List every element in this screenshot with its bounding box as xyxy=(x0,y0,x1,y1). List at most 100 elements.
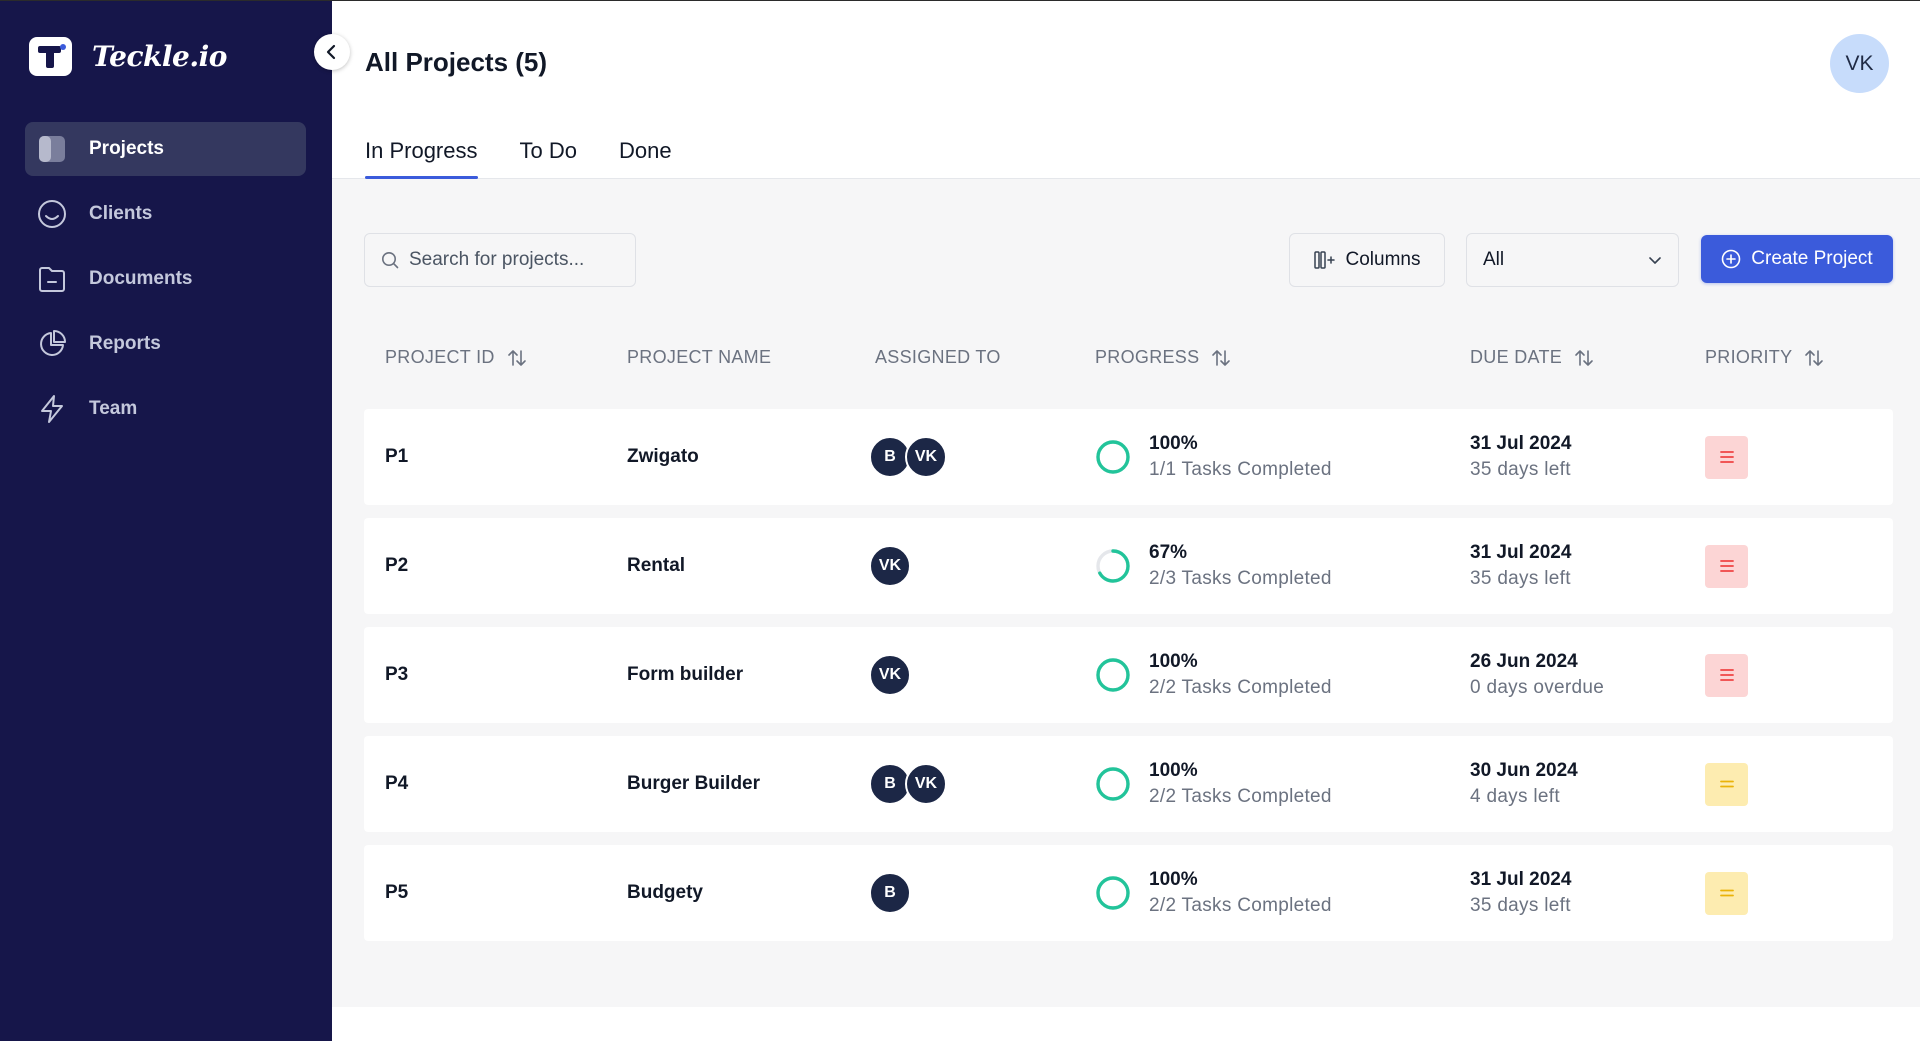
progress-ring-icon xyxy=(1096,876,1130,910)
table-row[interactable]: P5 Budgety B 100% 2/2 Tasks Completed 31… xyxy=(364,845,1893,941)
progress-cell: 100% 2/2 Tasks Completed xyxy=(1095,627,1332,723)
filter-select-value: All xyxy=(1483,249,1505,270)
assignee-avatar[interactable]: VK xyxy=(869,545,911,587)
due-date-cell: 31 Jul 2024 35 days left xyxy=(1470,518,1571,614)
due-date: 31 Jul 2024 xyxy=(1470,542,1572,563)
header-assigned-to: ASSIGNED TO xyxy=(875,347,1001,368)
assignee-avatars: B VK xyxy=(869,763,947,805)
table-row[interactable]: P3 Form builder VK 100% 2/2 Tasks Comple… xyxy=(364,627,1893,723)
sidebar-nav: Projects Clients Documents Reports xyxy=(25,122,306,447)
due-note: 4 days left xyxy=(1470,786,1560,807)
sidebar-item-reports[interactable]: Reports xyxy=(25,317,306,371)
assigned-to-cell: B VK xyxy=(869,409,947,505)
brand-logo-icon xyxy=(29,37,72,76)
header-label: PROGRESS xyxy=(1095,347,1200,367)
assignee-avatars: B VK xyxy=(869,436,947,478)
user-avatar[interactable]: VK xyxy=(1830,34,1889,93)
assignee-avatar[interactable]: VK xyxy=(905,436,947,478)
sort-icon xyxy=(1211,349,1231,367)
progress-cell: 100% 1/1 Tasks Completed xyxy=(1095,409,1332,505)
header-due-date[interactable]: DUE DATE xyxy=(1470,347,1594,368)
footer-band xyxy=(332,1007,1920,1041)
header-project-name: PROJECT NAME xyxy=(627,347,771,368)
priority-icon xyxy=(1719,560,1734,572)
sidebar-item-clients[interactable]: Clients xyxy=(25,187,306,241)
priority-cell xyxy=(1705,518,1748,614)
table-row[interactable]: P2 Rental VK 67% 2/3 Tasks Completed 31 … xyxy=(364,518,1893,614)
assigned-to-cell: B VK xyxy=(869,736,947,832)
priority-badge[interactable] xyxy=(1705,544,1748,588)
due-date-cell: 26 Jun 2024 0 days overdue xyxy=(1470,627,1604,723)
priority-cell xyxy=(1705,627,1748,723)
progress-ring-icon xyxy=(1096,767,1130,801)
search-box[interactable] xyxy=(364,233,636,287)
filter-select[interactable]: All xyxy=(1466,233,1679,287)
due-date-cell: 30 Jun 2024 4 days left xyxy=(1470,736,1578,832)
status-tabs: In Progress To Do Done xyxy=(358,135,707,179)
sidebar-item-label: Team xyxy=(89,398,138,419)
assignee-avatar[interactable]: VK xyxy=(905,763,947,805)
due-date: 31 Jul 2024 xyxy=(1470,869,1572,890)
progress-percent: 100% xyxy=(1149,651,1198,672)
tab-done[interactable]: Done xyxy=(618,138,672,163)
progress-percent: 67% xyxy=(1149,542,1188,563)
columns-button[interactable]: Columns xyxy=(1289,233,1445,287)
documents-icon xyxy=(37,264,67,294)
tasks-completed: 1/1 Tasks Completed xyxy=(1149,459,1332,480)
assignee-avatars: B xyxy=(869,872,911,914)
page-header: All Projects (5) VK In Progress To Do Do… xyxy=(332,1,1920,179)
sidebar-item-projects[interactable]: Projects xyxy=(25,122,306,176)
header-priority[interactable]: PRIORITY xyxy=(1705,347,1824,368)
priority-badge[interactable] xyxy=(1705,871,1748,915)
tasks-completed: 2/3 Tasks Completed xyxy=(1149,568,1332,589)
due-note: 0 days overdue xyxy=(1470,677,1605,698)
progress-percent: 100% xyxy=(1149,433,1198,454)
header-label: PRIORITY xyxy=(1705,347,1793,367)
table-row[interactable]: P1 Zwigato B VK 100% 1/1 Tasks Completed … xyxy=(364,409,1893,505)
tasks-completed: 2/2 Tasks Completed xyxy=(1149,895,1332,916)
project-id-cell: P2 xyxy=(385,555,409,576)
due-date: 31 Jul 2024 xyxy=(1470,433,1572,454)
sidebar-item-documents[interactable]: Documents xyxy=(25,252,306,306)
due-date: 30 Jun 2024 xyxy=(1470,760,1578,781)
tasks-completed: 2/2 Tasks Completed xyxy=(1149,786,1332,807)
priority-badge[interactable] xyxy=(1705,435,1748,479)
project-id-cell: P4 xyxy=(385,773,409,794)
sort-icon xyxy=(507,349,527,367)
brand[interactable]: Teckle.io xyxy=(29,37,227,76)
tab-to-do[interactable]: To Do xyxy=(519,138,577,163)
progress-cell: 100% 2/2 Tasks Completed xyxy=(1095,736,1332,832)
assigned-to-cell: B xyxy=(869,845,911,941)
assignee-avatar[interactable]: VK xyxy=(869,654,911,696)
priority-icon xyxy=(1719,889,1734,897)
priority-badge[interactable] xyxy=(1705,653,1748,697)
priority-icon xyxy=(1719,780,1734,788)
header-project-id[interactable]: PROJECT ID xyxy=(385,347,527,368)
priority-badge[interactable] xyxy=(1705,762,1748,806)
search-input[interactable] xyxy=(409,249,629,271)
progress-cell: 100% 2/2 Tasks Completed xyxy=(1095,845,1332,941)
sidebar-item-team[interactable]: Team xyxy=(25,382,306,436)
progress-percent: 100% xyxy=(1149,869,1198,890)
tab-in-progress[interactable]: In Progress xyxy=(358,135,485,179)
brand-name: Teckle.io xyxy=(92,40,227,73)
project-name-cell: Form builder xyxy=(627,664,744,685)
project-name-cell: Burger Builder xyxy=(627,773,761,794)
table-row[interactable]: P4 Burger Builder B VK 100% 2/2 Tasks Com… xyxy=(364,736,1893,832)
priority-cell xyxy=(1705,845,1748,941)
project-id-cell: P3 xyxy=(385,664,409,685)
due-note: 35 days left xyxy=(1470,459,1571,480)
assignee-avatar[interactable]: B xyxy=(869,872,911,914)
create-project-button[interactable]: Create Project xyxy=(1701,235,1893,283)
assignee-avatar[interactable]: B xyxy=(869,436,911,478)
progress-ring-icon xyxy=(1096,658,1130,692)
header-progress[interactable]: PROGRESS xyxy=(1095,347,1231,368)
collapse-sidebar-button[interactable] xyxy=(314,34,350,70)
priority-cell xyxy=(1705,736,1748,832)
due-date-cell: 31 Jul 2024 35 days left xyxy=(1470,845,1571,941)
project-name-cell: Budgety xyxy=(627,882,703,903)
table-body: P1 Zwigato B VK 100% 1/1 Tasks Completed … xyxy=(364,409,1893,954)
tasks-completed: 2/2 Tasks Completed xyxy=(1149,677,1332,698)
header-label: DUE DATE xyxy=(1470,347,1563,367)
chevron-down-icon xyxy=(1649,257,1661,264)
